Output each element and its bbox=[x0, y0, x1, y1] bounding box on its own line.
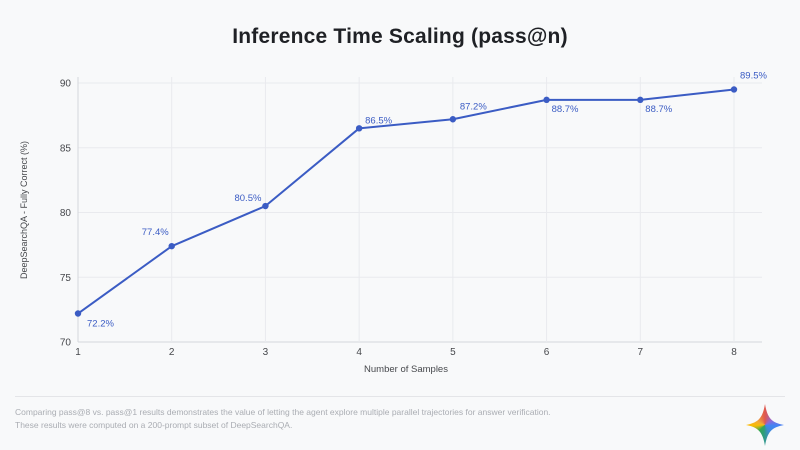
data-point-label: 88.7% bbox=[552, 104, 579, 115]
y-tick-label: 85 bbox=[60, 143, 72, 154]
x-tick-label: 7 bbox=[638, 347, 644, 358]
data-point bbox=[168, 242, 175, 250]
data-point bbox=[543, 96, 550, 104]
footer-caption: Comparing pass@8 vs. pass@1 results demo… bbox=[15, 406, 715, 431]
data-point-label: 80.5% bbox=[234, 193, 261, 204]
line-chart: 70 75 80 85 90 1 2 3 4 5 6 7 8 Number of Samples DeepS… bbox=[19, 70, 767, 375]
x-tick-label: 8 bbox=[731, 347, 737, 358]
data-point-label: 89.5% bbox=[740, 70, 767, 81]
y-axis-title: DeepSearchQA - Fully Correct (%) bbox=[19, 141, 29, 279]
data-point-label: 87.2% bbox=[460, 101, 487, 112]
footer-divider bbox=[15, 396, 785, 397]
y-tick-label: 90 bbox=[60, 79, 72, 90]
footer-caption-line1: Comparing pass@8 vs. pass@1 results demo… bbox=[15, 407, 551, 417]
data-point bbox=[730, 86, 738, 93]
data-point bbox=[262, 202, 269, 210]
y-tick-label: 75 bbox=[60, 273, 72, 284]
data-point-label: 77.4% bbox=[142, 227, 169, 238]
data-point bbox=[355, 125, 363, 132]
x-tick-label: 6 bbox=[544, 347, 550, 358]
footer-caption-line2: These results were computed on a 200-pro… bbox=[15, 419, 293, 430]
y-tick-label: 80 bbox=[60, 208, 72, 219]
data-point bbox=[449, 116, 457, 123]
x-tick-label: 3 bbox=[263, 347, 269, 358]
data-point-label: 86.5% bbox=[365, 115, 392, 126]
gemini-sparkle-icon bbox=[746, 404, 784, 446]
data-line bbox=[77, 88, 735, 315]
data-point bbox=[74, 310, 82, 317]
y-tick-label: 70 bbox=[60, 338, 72, 349]
x-tick-label: 5 bbox=[450, 347, 456, 358]
data-point-label: 72.2% bbox=[87, 319, 114, 330]
data-point bbox=[637, 96, 644, 104]
x-tick-label: 2 bbox=[169, 347, 175, 358]
x-axis-title: Number of Samples bbox=[364, 364, 448, 375]
x-tick-label: 4 bbox=[356, 347, 362, 358]
data-point-label: 88.7% bbox=[645, 104, 672, 115]
x-tick-label: 1 bbox=[75, 347, 81, 358]
chart-title: Inference Time Scaling (pass@n) bbox=[232, 25, 568, 48]
